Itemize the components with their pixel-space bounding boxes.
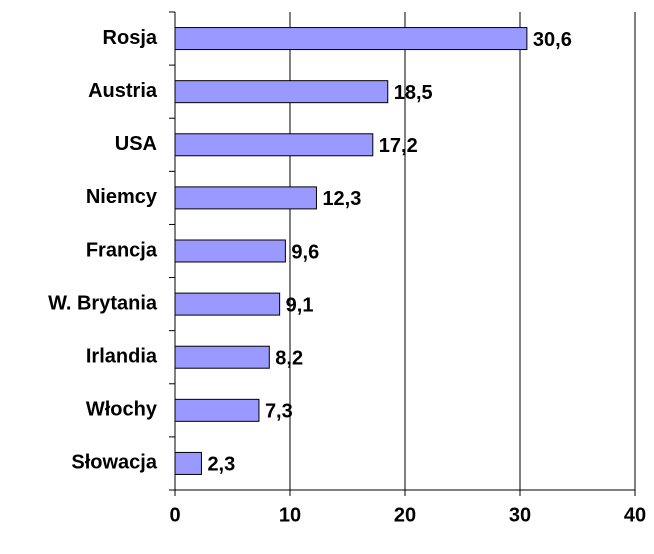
- y-tick-label: W. Brytania: [48, 292, 158, 314]
- bar: [174, 398, 260, 422]
- value-label: 9,1: [286, 294, 314, 316]
- bar: [174, 27, 528, 51]
- y-tick-label: Austria: [88, 80, 158, 102]
- value-label: 9,6: [291, 241, 319, 263]
- x-tick-label: 0: [169, 504, 180, 526]
- value-label: 2,3: [207, 454, 235, 476]
- y-tick-label: Irlandia: [86, 346, 158, 368]
- y-tick-label: USA: [115, 133, 157, 155]
- bar: [174, 292, 281, 316]
- bar: [174, 345, 270, 369]
- x-tick-label: 10: [279, 504, 301, 526]
- bar: [174, 186, 317, 210]
- value-label: 30,6: [533, 29, 572, 51]
- y-tick-label: Francja: [86, 239, 158, 261]
- value-label: 12,3: [322, 188, 361, 210]
- value-label: 17,2: [379, 135, 418, 157]
- bar: [174, 80, 389, 104]
- x-tick-label: 20: [394, 504, 416, 526]
- value-label: 7,3: [265, 401, 293, 423]
- bar: [174, 451, 202, 475]
- y-tick-label: Słowacja: [71, 452, 157, 474]
- value-label: 8,2: [275, 348, 303, 370]
- bar: [174, 239, 286, 263]
- y-tick-label: Rosja: [103, 27, 158, 49]
- x-tick-label: 40: [624, 504, 646, 526]
- bar: [174, 133, 374, 157]
- y-tick-label: Niemcy: [86, 186, 158, 208]
- y-tick-label: Włochy: [86, 399, 158, 421]
- value-label: 18,5: [394, 82, 433, 104]
- x-tick-label: 30: [509, 504, 531, 526]
